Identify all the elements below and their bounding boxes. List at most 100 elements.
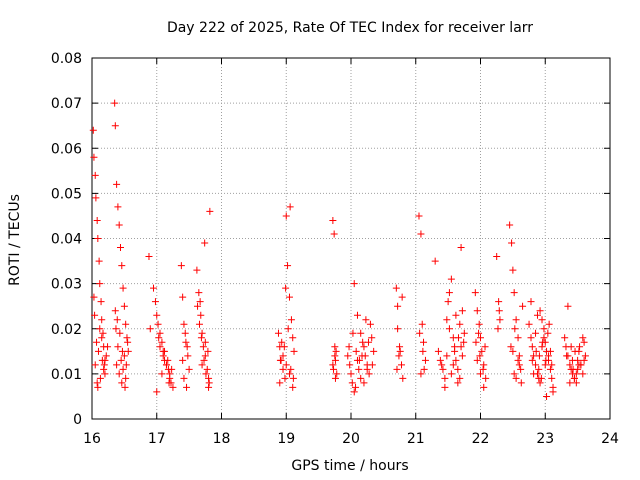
- data-point: [443, 352, 450, 359]
- data-point: [147, 325, 154, 332]
- data-point: [511, 289, 518, 296]
- x-tick-label: 18: [213, 431, 231, 447]
- data-point: [120, 285, 127, 292]
- data-point: [100, 366, 107, 373]
- data-point: [548, 375, 555, 382]
- data-point: [101, 370, 108, 377]
- data-point: [394, 325, 401, 332]
- y-tick-label: 0.04: [51, 232, 82, 248]
- data-point: [575, 361, 582, 368]
- data-point: [448, 370, 455, 377]
- data-point: [581, 339, 588, 346]
- data-point: [275, 330, 282, 337]
- data-point: [415, 212, 422, 219]
- data-point: [568, 343, 575, 350]
- data-point: [161, 348, 168, 355]
- data-point: [184, 352, 191, 359]
- data-point: [281, 375, 288, 382]
- data-point: [186, 366, 193, 373]
- data-points: [90, 100, 589, 400]
- data-point: [119, 348, 126, 355]
- data-point: [166, 370, 173, 377]
- data-point: [529, 343, 536, 350]
- data-point: [104, 343, 111, 350]
- data-point: [116, 221, 123, 228]
- data-point: [355, 366, 362, 373]
- y-axis-label: ROTI / TECUs: [7, 194, 23, 286]
- data-point: [206, 379, 213, 386]
- data-point: [398, 361, 405, 368]
- data-point: [362, 316, 369, 323]
- data-point: [90, 294, 97, 301]
- data-point: [513, 375, 520, 382]
- data-point: [287, 366, 294, 373]
- data-point: [166, 379, 173, 386]
- axis-ticks: 16 17 18 19 20 21 22 23 2400.010.020.030.040.050…: [51, 51, 619, 447]
- data-point: [276, 379, 283, 386]
- data-point: [182, 339, 189, 346]
- data-point: [573, 370, 580, 377]
- data-point: [441, 384, 448, 391]
- data-point: [122, 384, 129, 391]
- data-point: [121, 352, 128, 359]
- data-point: [459, 352, 466, 359]
- data-point: [566, 379, 573, 386]
- data-point: [155, 321, 162, 328]
- data-point: [367, 321, 374, 328]
- data-point: [112, 122, 119, 129]
- x-tick-label: 17: [148, 431, 166, 447]
- data-point: [360, 379, 367, 386]
- data-point: [196, 321, 203, 328]
- data-point: [283, 212, 290, 219]
- data-point: [283, 361, 290, 368]
- data-point: [369, 361, 376, 368]
- data-point: [540, 334, 547, 341]
- data-point: [547, 348, 554, 355]
- data-point: [530, 370, 537, 377]
- data-point: [153, 312, 160, 319]
- data-point: [101, 361, 108, 368]
- data-point: [451, 343, 458, 350]
- data-point: [441, 375, 448, 382]
- data-point: [564, 303, 571, 310]
- data-point: [330, 366, 337, 373]
- y-tick-label: 0.01: [51, 367, 82, 383]
- data-point: [169, 384, 176, 391]
- data-point: [437, 357, 444, 364]
- y-tick-label: 0.02: [51, 322, 82, 338]
- data-point: [120, 366, 127, 373]
- data-point: [332, 375, 339, 382]
- data-point: [480, 361, 487, 368]
- roti-chart: 16 17 18 19 20 21 22 23 2400.010.020.030.040.050…: [0, 0, 640, 480]
- data-point: [360, 343, 367, 350]
- data-point: [123, 334, 130, 341]
- data-point: [548, 361, 555, 368]
- data-point: [518, 379, 525, 386]
- data-point: [561, 334, 568, 341]
- data-point: [156, 343, 163, 350]
- data-point: [573, 379, 580, 386]
- data-point: [515, 334, 522, 341]
- data-point: [201, 240, 208, 247]
- data-point: [202, 339, 209, 346]
- data-point: [94, 379, 101, 386]
- data-point: [571, 375, 578, 382]
- data-point: [354, 312, 361, 319]
- data-point: [352, 384, 359, 391]
- data-point: [438, 361, 445, 368]
- data-point: [432, 258, 439, 265]
- data-point: [543, 393, 550, 400]
- data-point: [532, 330, 539, 337]
- data-point: [199, 330, 206, 337]
- data-point: [516, 352, 523, 359]
- data-point: [542, 361, 549, 368]
- data-point: [180, 321, 187, 328]
- data-point: [197, 312, 204, 319]
- data-point: [582, 352, 589, 359]
- data-point: [288, 316, 295, 323]
- data-point: [539, 343, 546, 350]
- data-point: [291, 348, 298, 355]
- data-point: [96, 280, 103, 287]
- data-point: [124, 339, 131, 346]
- data-point: [576, 343, 583, 350]
